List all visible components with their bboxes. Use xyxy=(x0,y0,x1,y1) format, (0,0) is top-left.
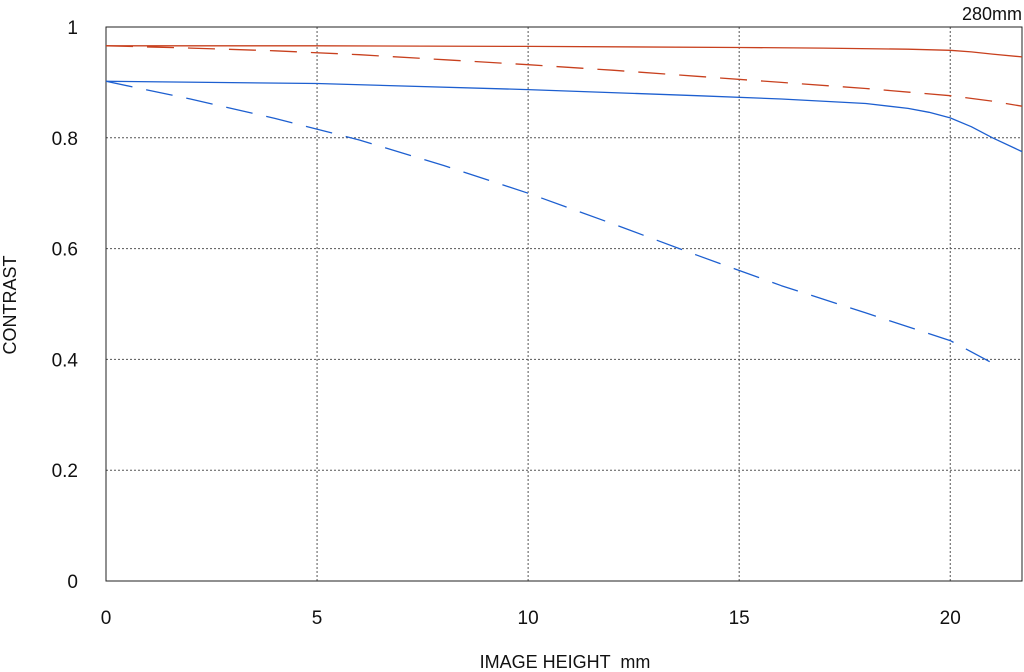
y-tick-label: 0.8 xyxy=(52,129,78,150)
y-tick-label: 0.6 xyxy=(52,240,78,261)
y-tick-label: 1 xyxy=(67,18,78,39)
x-axis-ticks: 0 5 10 15 20 xyxy=(101,608,961,629)
x-tick-label: 15 xyxy=(729,608,750,629)
plot-area-frame xyxy=(105,26,1023,582)
y-tick-label: 0.2 xyxy=(52,461,78,482)
x-tick-label: 20 xyxy=(940,608,961,629)
series-lines xyxy=(105,45,1023,369)
y-tick-label: 0 xyxy=(67,572,78,593)
x-tick-label: 0 xyxy=(101,608,112,629)
series-line-1 xyxy=(106,45,1023,58)
focal-length-annotation: 280mm xyxy=(962,4,1022,24)
y-axis-ticks: 0 0.2 0.4 0.6 0.8 1 xyxy=(52,18,79,593)
x-tick-label: 5 xyxy=(312,608,323,629)
series-line-3 xyxy=(105,80,1023,153)
x-axis-label: IMAGE HEIGHT mm xyxy=(480,652,651,672)
x-tick-label: 10 xyxy=(518,608,539,629)
y-tick-label: 0.4 xyxy=(52,350,79,371)
series-line-2 xyxy=(105,45,1023,107)
grid-lines xyxy=(106,27,1022,581)
series-line-4 xyxy=(105,80,1002,369)
y-axis-label: CONTRAST xyxy=(0,255,20,354)
